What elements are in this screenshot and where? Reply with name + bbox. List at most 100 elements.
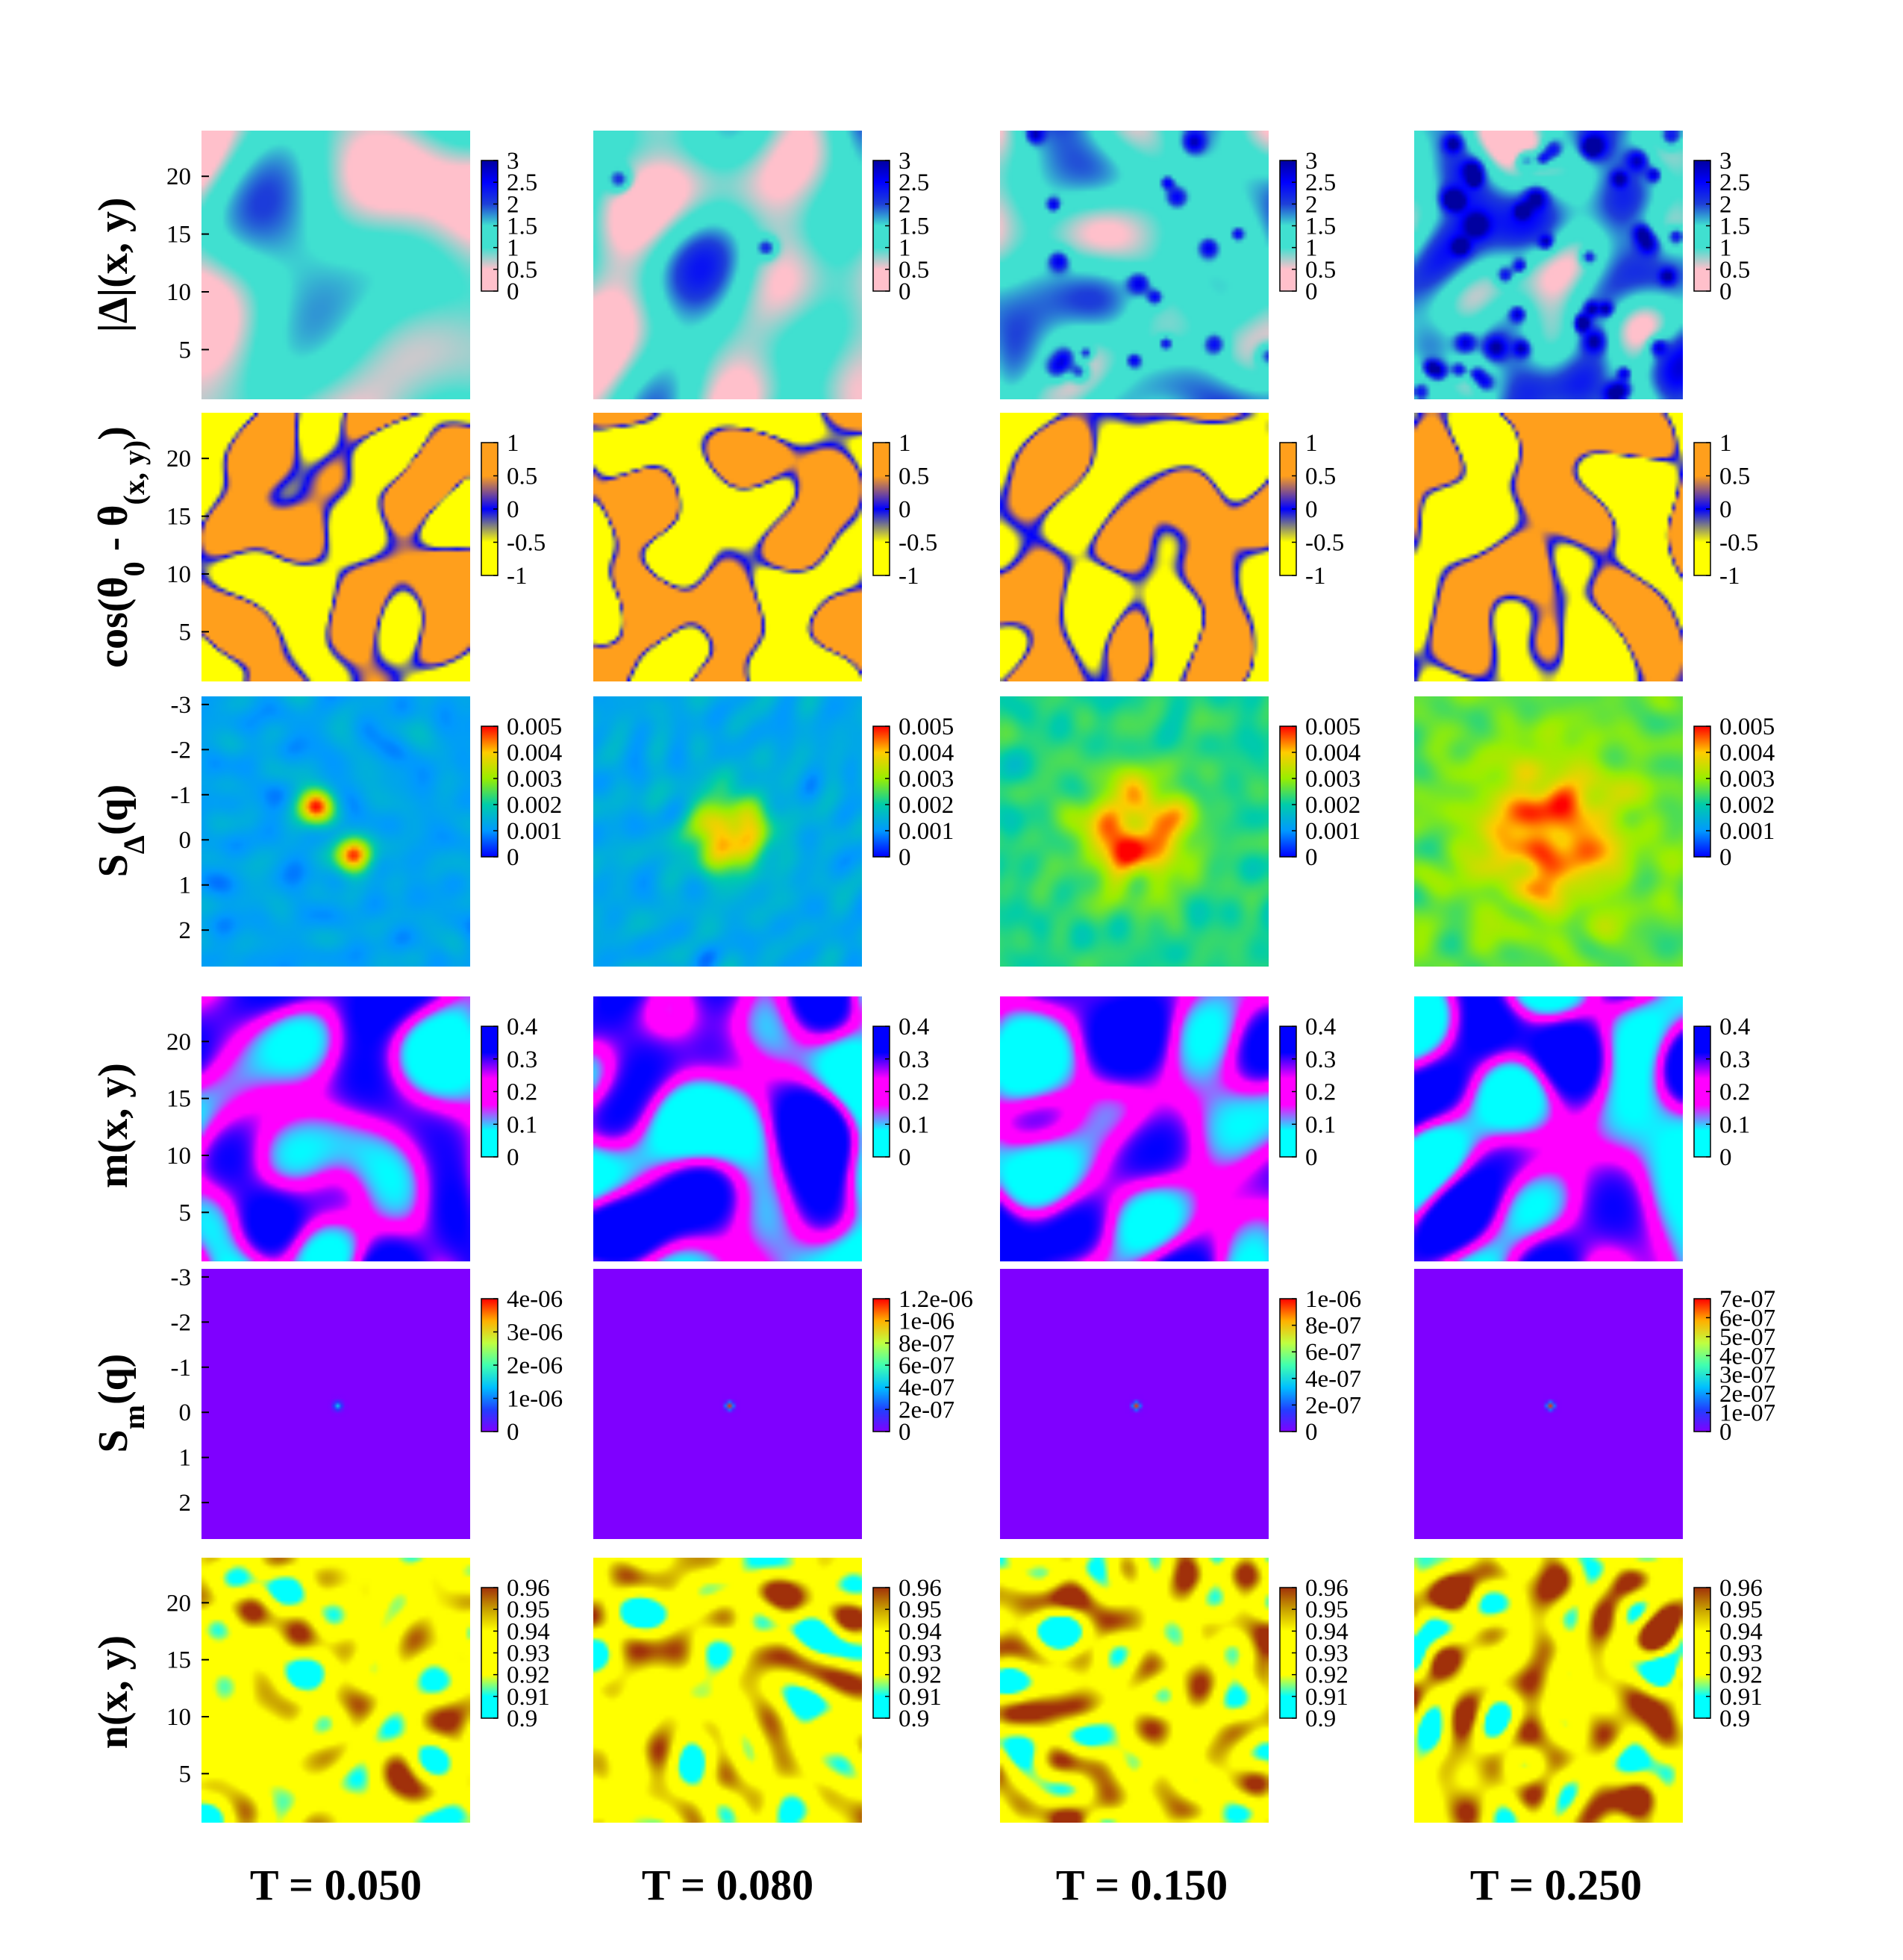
colorbar-tick-label: 0.2 [507,1079,537,1106]
colorbar-tick-label: 1 [1719,430,1732,457]
colorbar-tick-label: 0.005 [1719,714,1775,740]
row-label-cos: cos(θ0 - θ(x, y)) [90,426,151,668]
ytick-label: 0 [179,827,192,854]
colorbar-tick-label: 0.2 [1719,1079,1750,1106]
colorbar-tick-label: 1 [899,430,911,457]
colorbar-tick-label: 1 [507,430,519,457]
colorbar-tick-label: 0 [507,1419,519,1446]
colorbar-tick-label: 0.94 [899,1618,942,1645]
colorbar-tick-label: 1 [1305,430,1318,457]
colorbar-tick-label: 1e-06 [1305,1286,1361,1313]
colorbar-tick-label: 0.92 [507,1662,550,1689]
colorbar-tick-label: 4e-07 [1719,1343,1775,1370]
ytick-label: 2 [179,917,192,944]
colorbar-tick-label: 0 [507,844,519,871]
colorbar-tick-label: 3 [1719,148,1732,175]
colorbar-tick-label: 8e-07 [899,1330,954,1357]
colorbar-tick-label: 0.96 [1305,1575,1349,1602]
heatmap-sm-col4 [1414,1269,1683,1539]
colorbar-tick-label: 0.3 [1719,1046,1750,1073]
colorbar-tick-label: 0.91 [1719,1684,1763,1711]
ytick-label: 5 [179,337,192,363]
colorbar-tick-label: 2e-07 [1305,1392,1361,1419]
colorbar-tick-label: 2.5 [1305,169,1336,196]
colorbar-tick-label: -0.5 [899,530,937,557]
heatmap-m-col3 [1000,996,1269,1261]
colorbar-tick-label: 2e-07 [899,1396,954,1423]
colorbar-tick-label: 0.5 [1719,464,1750,490]
ytick-label: -1 [171,1355,192,1382]
ytick-label: 1 [179,873,192,899]
colorbar-tick-label: 0.005 [507,714,562,740]
colorbar-tick-label: 0 [1305,844,1318,871]
colorbar-sm-col3 [1279,1298,1297,1432]
colorbar-tick-label: 2 [1305,191,1318,218]
colorbar-tick-label: 0.5 [1305,464,1336,490]
ytick-label: 5 [179,1761,192,1788]
ytick-label: -1 [171,782,192,809]
colorbar-tick-label: 6e-07 [899,1352,954,1379]
ytick-label: 2 [179,1490,192,1517]
ytick-label: 15 [166,504,191,531]
colorbar-tick-label: 0.9 [1719,1705,1750,1732]
row-label-m: m(x, y) [90,1063,137,1188]
heatmap-sdelta-col2 [593,696,862,967]
colorbar-tick-label: 0.003 [1305,766,1360,793]
colorbar-sdelta-col2 [872,725,890,858]
colorbar-tick-label: 0.004 [1719,740,1775,767]
colorbar-tick-label: 2e-06 [507,1352,563,1379]
colorbar-tick-label: 2.5 [1719,169,1750,196]
colorbar-tick-label: 0.3 [899,1046,929,1073]
colorbar-tick-label: 0.002 [1305,792,1360,819]
colorbar-tick-label: 0 [1305,1419,1318,1446]
colorbar-tick-label: 0.93 [899,1641,942,1667]
colorbar-tick-label: 0.001 [1305,818,1360,845]
colorbar-tick-label: 0.003 [1719,766,1775,793]
ytick-label: 0 [179,1399,192,1426]
heatmap-delta-col3 [1000,131,1269,399]
column-label-2: T = 0.080 [642,1861,813,1909]
colorbar-tick-label: 0.005 [899,714,954,740]
colorbar-tick-label: 0.001 [899,818,954,845]
heatmap-n-col1 [201,1558,470,1823]
ytick-label: 20 [166,163,191,190]
colorbar-tick-label: 0.3 [1305,1046,1336,1073]
colorbar-tick-label: 0.1 [899,1111,929,1138]
colorbar-tick-label: -0.5 [507,530,546,557]
heatmap-m-col1 [201,996,470,1261]
colorbar-tick-label: 3e-06 [507,1320,563,1346]
colorbar-tick-label: 0.94 [507,1618,550,1645]
ytick-label: 10 [166,1704,191,1731]
ytick-label: -3 [171,1264,192,1291]
colorbar-tick-label: -0.5 [1719,530,1758,557]
colorbar-tick-label: 0 [507,1144,519,1171]
colorbar-tick-label: 2 [899,191,911,218]
ytick-label: 5 [179,1199,192,1226]
colorbar-tick-label: 0.1 [1719,1111,1750,1138]
colorbar-tick-label: 1.5 [1305,213,1336,240]
colorbar-tick-label: 0 [507,496,519,523]
colorbar-tick-label: 0.9 [899,1705,929,1732]
row-label-sdelta: SΔ(q) [90,784,151,878]
colorbar-tick-label: 0.004 [1305,740,1360,767]
colorbar-tick-label: 6e-07 [1719,1305,1775,1332]
colorbar-tick-label: 1 [507,235,519,262]
ytick-label: 20 [166,1029,191,1055]
ytick-label: 20 [166,1590,191,1617]
colorbar-tick-label: 0.2 [1305,1079,1336,1106]
colorbar-tick-label: 0.002 [507,792,562,819]
ytick-label: 10 [166,561,191,588]
colorbar-tick-label: 0.96 [899,1575,942,1602]
colorbar-tick-label: 1.2e-06 [899,1286,973,1313]
ytick-label: 5 [179,619,192,646]
heatmap-delta-col4 [1414,131,1683,399]
ytick-label: -3 [171,692,192,719]
colorbar-tick-label: 0.96 [1719,1575,1763,1602]
colorbar-tick-label: 0 [899,278,911,305]
colorbar-tick-label: 0.91 [507,1684,550,1711]
heatmap-delta-col2 [593,131,862,399]
colorbar-tick-label: 0 [899,1144,911,1171]
colorbar-tick-label: 0.93 [1719,1641,1763,1667]
colorbar-tick-label: 0.93 [507,1641,550,1667]
colorbar-tick-label: 0 [1719,278,1732,305]
